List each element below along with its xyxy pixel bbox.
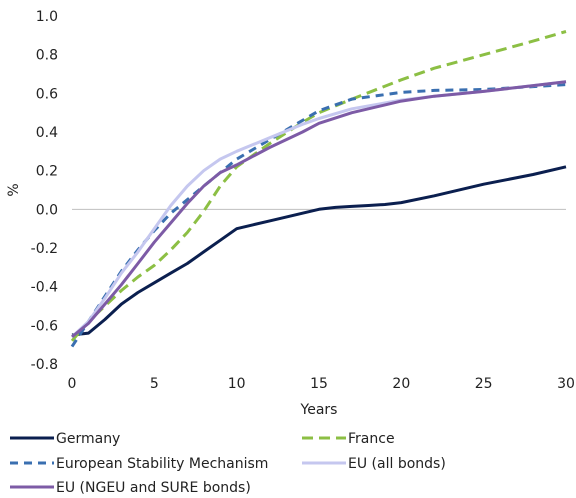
legend-item-2: European Stability Mechanism <box>10 456 268 472</box>
legend-item-1: France <box>302 431 395 447</box>
y-tick-label: 0.0 <box>36 202 58 218</box>
legend-item-3: EU (all bonds) <box>302 456 446 472</box>
legend-label: Germany <box>56 431 120 447</box>
y-axis-title: % <box>6 183 22 196</box>
y-tick-label: 0.8 <box>36 48 58 64</box>
y-tick-label: 0.4 <box>36 125 58 141</box>
series-lines <box>70 30 567 348</box>
y-tick-label: -0.8 <box>31 357 58 373</box>
x-tick-label: 0 <box>68 376 77 392</box>
y-tick-label: -0.6 <box>31 318 58 334</box>
legend-label: EU (all bonds) <box>348 456 446 472</box>
y-tick-label: -0.2 <box>31 241 58 257</box>
legend-item-4: EU (NGEU and SURE bonds) <box>10 480 251 496</box>
y-tick-label: 0.2 <box>36 164 58 180</box>
x-tick-label: 25 <box>475 376 493 392</box>
x-tick-label: 10 <box>228 376 246 392</box>
x-tick-labels: 0 5 10 15 20 25 30 <box>68 376 575 392</box>
x-axis-title: Years <box>300 402 338 418</box>
y-tick-label: 0.6 <box>36 86 58 102</box>
series-line-1 <box>70 30 567 342</box>
x-tick-label: 20 <box>392 376 410 392</box>
legend-item-0: Germany <box>10 431 120 447</box>
y-tick-label: -0.4 <box>31 280 58 296</box>
series-line-0 <box>71 165 567 337</box>
series-line-2 <box>70 83 567 348</box>
x-tick-label: 5 <box>150 376 159 392</box>
legend: Germany France European Stability Mechanis… <box>10 431 446 496</box>
legend-label: France <box>348 431 395 447</box>
legend-label: European Stability Mechanism <box>56 456 268 472</box>
x-tick-label: 15 <box>310 376 328 392</box>
legend-label: EU (NGEU and SURE bonds) <box>56 480 251 496</box>
y-tick-label: 1.0 <box>36 9 58 25</box>
plot-area <box>70 30 567 348</box>
x-tick-label: 30 <box>557 376 575 392</box>
series-line-4 <box>71 80 567 339</box>
y-tick-labels: -0.8 -0.6 -0.4 -0.2 0.0 0.2 0.4 0.6 0.8 1.0 <box>31 9 58 373</box>
